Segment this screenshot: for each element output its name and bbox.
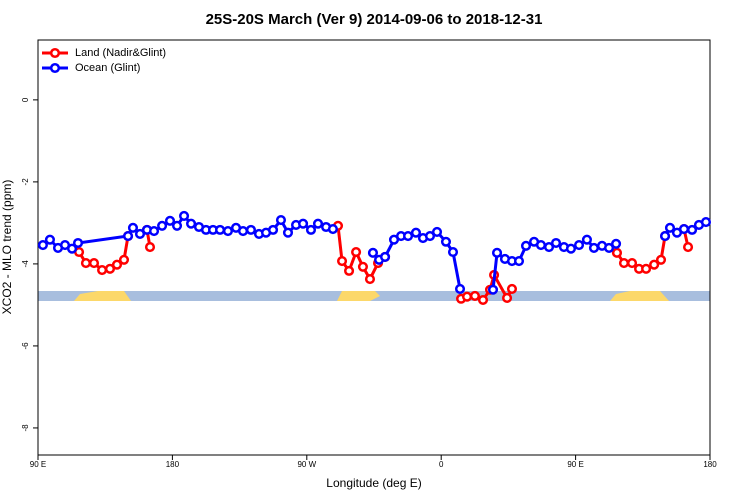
plot-frame [37,39,711,456]
point [454,283,466,294]
point [520,240,532,251]
point [336,255,348,267]
point [682,242,694,253]
x-axis-label: Longitude (deg E) [326,476,421,490]
point [37,239,48,251]
point [687,224,698,235]
point [641,263,652,274]
point [305,224,317,235]
point [178,210,190,221]
x-tick-label: 90 W [297,460,316,469]
chart-title: 25S-20S March (Ver 9) 2014-09-06 to 2018… [206,11,543,28]
point [487,284,499,295]
point [118,254,130,265]
point [649,259,660,270]
point [144,242,156,253]
point [410,227,422,238]
x-tick-label: 180 [166,460,180,469]
point [477,294,489,306]
point [469,290,480,301]
point [171,220,183,231]
point [402,230,414,242]
point [367,247,379,258]
point [157,220,168,231]
point [461,291,473,302]
point [282,227,294,238]
legend-marker [49,47,61,59]
point [245,224,256,235]
point [660,230,671,242]
point [214,224,226,235]
point [351,246,362,258]
y-tick-label: -6 [21,342,30,350]
point [237,226,249,237]
point [447,246,459,258]
point [573,239,585,251]
legend-label: Land (Nadir&Glint) [75,47,166,59]
point [44,234,55,245]
land-ocean-strip [38,291,710,301]
point [543,242,555,253]
point [275,214,287,226]
point [565,243,577,254]
point [357,261,368,272]
point [550,237,562,249]
series-line [77,225,690,302]
point [80,258,91,269]
point [431,226,443,237]
point [268,224,279,235]
x-tick-label: 0 [439,460,444,469]
legend-label: Ocean (Glint) [75,62,140,74]
point [626,258,638,269]
point [604,242,615,253]
point [700,217,712,228]
point [506,283,518,294]
point [664,222,676,233]
point [380,251,391,262]
point [678,223,690,235]
point [535,239,547,251]
point [97,265,108,276]
legend-marker [49,62,61,74]
x-tick-label: 180 [703,460,717,469]
point [298,218,309,229]
point [164,215,176,226]
y-tick-label: -2 [21,178,30,186]
point [134,228,146,240]
point [502,292,513,303]
x-tick-label: 90 E [567,460,583,469]
y-tick-label: -8 [21,424,30,432]
point [513,255,525,267]
point [588,242,600,253]
point [111,259,123,270]
point [327,223,338,235]
y-tick-label: 0 [21,97,30,102]
point [364,274,376,285]
point [72,237,84,249]
point [312,218,324,229]
point [127,222,139,233]
point [440,236,452,247]
point [66,243,78,254]
point [148,226,160,237]
x-tick-label: 90 E [30,460,46,469]
point [104,263,116,274]
point [424,230,436,242]
point [122,230,134,242]
y-axis-label: XCO2 - MLO trend (ppm) [0,180,14,315]
point [581,234,592,245]
point [222,226,234,237]
point [344,265,355,276]
point [186,218,197,229]
point [611,247,623,258]
point [492,247,503,258]
point [655,254,667,265]
point [88,258,100,269]
y-tick-label: -4 [21,260,30,268]
point [611,238,622,249]
point [618,258,630,269]
